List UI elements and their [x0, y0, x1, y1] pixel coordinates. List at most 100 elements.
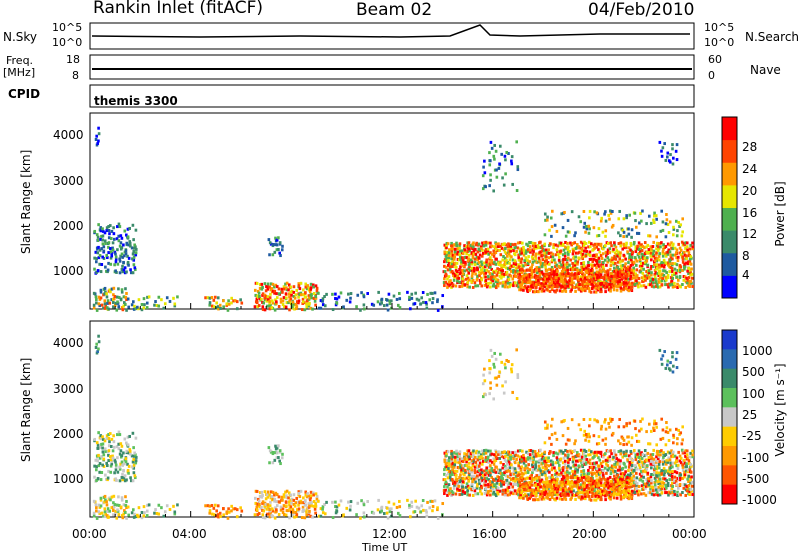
power-echo-cell: [342, 305, 345, 309]
velocity-echo-cell: [616, 490, 620, 494]
power-echo-cell: [665, 213, 668, 217]
velocity-echo-cell: [609, 449, 613, 453]
velocity-echo-cell: [525, 457, 528, 461]
power-echo-cell: [525, 275, 528, 279]
velocity-echo-cell: [677, 486, 680, 490]
power-echo-cell: [559, 241, 563, 245]
velocity-echo-cell: [633, 481, 636, 485]
velocity-echo-cell: [239, 506, 242, 510]
velocity-echo-cell: [685, 489, 689, 493]
velocity-echo-cell: [134, 461, 138, 465]
velocity-echo-cell: [115, 503, 119, 507]
velocity-echo-cell: [449, 478, 453, 482]
power-echo-cell: [469, 244, 473, 248]
power-echo-cell: [254, 293, 258, 297]
velocity-echo-cell: [258, 494, 262, 498]
power-echo-cell: [673, 281, 676, 285]
velocity-echo-cell: [130, 454, 134, 458]
velocity-echo-cell: [660, 449, 663, 453]
power-echo-cell: [490, 267, 493, 271]
nave-label: Nave: [750, 63, 781, 77]
velocity-echo-cell: [490, 469, 494, 473]
velocity-echo-cell: [107, 449, 111, 453]
velocity-echo-cell: [450, 465, 453, 469]
velocity-echo-cell: [121, 516, 125, 520]
velocity-echo-cell: [654, 479, 658, 483]
velocity-echo-cell: [127, 451, 131, 455]
power-echo-cell: [515, 140, 518, 144]
velocity-echo-cell: [321, 507, 324, 511]
velocity-echo-cell: [495, 450, 498, 454]
power-echo-cell: [635, 263, 638, 267]
power-echo-cell: [643, 256, 647, 260]
power-echo-cell: [482, 261, 486, 265]
power-echo-cell: [582, 209, 586, 213]
power-echo-cell: [670, 241, 673, 245]
power-echo-cell: [240, 301, 244, 305]
power-echo-cell: [590, 257, 593, 261]
power-echo-cell: [126, 254, 129, 258]
velocity-echo-cell: [685, 465, 688, 469]
velocity-echo-cell: [628, 463, 631, 467]
velocity-echo-cell: [385, 506, 389, 510]
power-echo-cell: [470, 251, 474, 255]
velocity-echo-cell: [131, 460, 135, 464]
power-echo-cell: [501, 272, 504, 276]
power-echo-cell: [549, 251, 553, 255]
power-echo-cell: [266, 295, 270, 299]
velocity-echo-cell: [269, 511, 272, 515]
power-echo-cell: [662, 269, 665, 273]
velocity-echo-cell: [489, 470, 492, 474]
velocity-echo-cell: [127, 513, 131, 517]
power-echo-cell: [103, 231, 107, 235]
velocity-echo-cell: [611, 469, 615, 473]
velocity-echo-cell: [691, 453, 695, 457]
velocity-echo-cell: [635, 487, 638, 491]
power-echo-cell: [677, 220, 680, 224]
power-echo-cell: [466, 285, 469, 289]
power-echo-cell: [569, 281, 573, 285]
velocity-echo-cell: [681, 476, 684, 480]
power-echo-cell: [658, 271, 661, 275]
power-echo-cell: [587, 264, 591, 268]
power-echo-cell: [579, 250, 583, 254]
power-echo-cell: [256, 289, 260, 293]
power-echo-cell: [675, 256, 678, 260]
power-echo-cell: [459, 255, 462, 259]
velocity-echo-cell: [484, 479, 488, 483]
power-echo-cell: [625, 246, 628, 250]
power-echo-cell: [481, 174, 485, 178]
power-echo-cell: [539, 240, 542, 244]
velocity-echo-cell: [596, 470, 599, 474]
power-echo-cell: [505, 270, 509, 274]
velocity-echo-cell: [474, 451, 478, 455]
velocity-echo-cell: [598, 458, 602, 462]
velocity-echo-cell: [101, 463, 104, 467]
velocity-echo-cell: [107, 436, 111, 440]
power-echo-cell: [660, 261, 664, 265]
power-echo-cell: [595, 211, 599, 215]
velocity-echo-cell: [593, 454, 596, 458]
power-echo-cell: [612, 288, 616, 292]
power-echo-cell: [647, 283, 651, 287]
velocity-echo-cell: [526, 489, 530, 493]
power-echo-cell: [667, 261, 670, 265]
velocity-echo-cell: [557, 481, 560, 485]
velocity-echo-cell: [313, 507, 317, 511]
velocity-echo-cell: [591, 477, 594, 481]
power-echo-cell: [567, 245, 570, 249]
velocity-echo-cell: [134, 453, 137, 457]
power-echo-cell: [100, 247, 103, 251]
velocity-echo-cell: [617, 458, 620, 462]
power-echo-cell: [533, 244, 536, 248]
power-echo-cell: [535, 271, 539, 275]
velocity-echo-cell: [687, 474, 691, 478]
power-echo-cell: [654, 258, 657, 262]
velocity-echo-cell: [165, 504, 169, 508]
power-echo-cell: [554, 276, 558, 280]
power-echo-cell: [537, 290, 540, 294]
power-echo-cell: [655, 284, 658, 288]
power-echo-cell: [589, 242, 593, 246]
velocity-echo-cell: [674, 459, 678, 463]
power-echo-cell: [610, 282, 614, 286]
